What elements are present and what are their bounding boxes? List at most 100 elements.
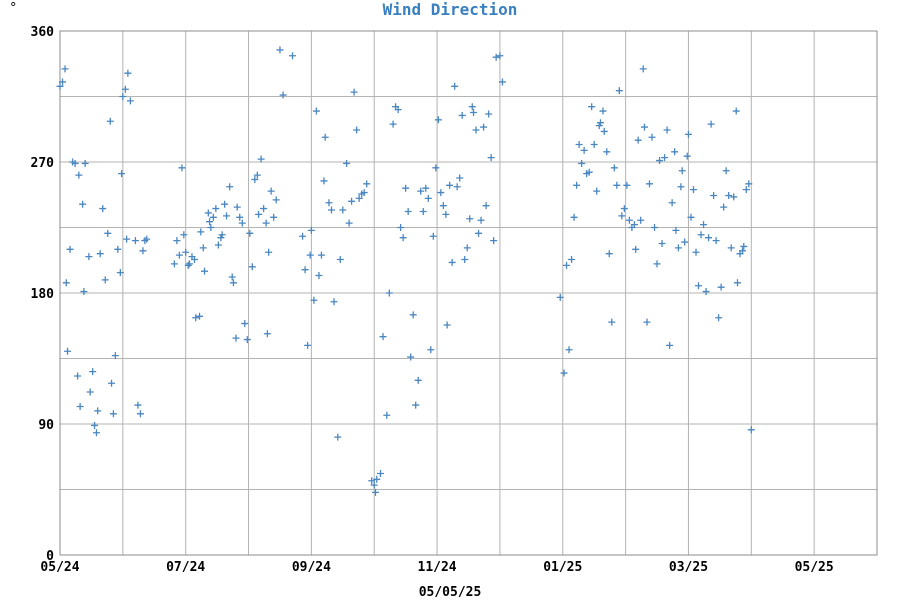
data-point <box>645 180 653 188</box>
data-point <box>414 376 422 384</box>
data-point <box>263 330 271 338</box>
data-point <box>684 130 692 138</box>
data-point <box>394 106 402 114</box>
data-point <box>192 314 200 322</box>
data-point <box>668 199 676 207</box>
data-point <box>630 221 638 229</box>
data-point <box>712 237 720 245</box>
data-point <box>623 181 631 189</box>
data-point <box>470 109 478 117</box>
data-point <box>223 212 231 220</box>
data-point <box>197 228 205 236</box>
data-point <box>383 411 391 419</box>
data-point <box>727 244 735 252</box>
data-point <box>339 206 347 214</box>
data-point <box>648 133 656 141</box>
data-point <box>86 388 94 396</box>
data-point <box>615 87 623 95</box>
data-point <box>348 197 356 205</box>
chart-title: Wind Direction <box>383 0 518 19</box>
data-point <box>697 231 705 239</box>
data-point <box>101 276 109 284</box>
y-axis-ticks: 0 90 180 270 360 <box>31 25 55 564</box>
data-point <box>563 261 571 269</box>
x-tick-label: 09/24 <box>292 560 331 575</box>
data-point <box>377 469 385 477</box>
data-point <box>442 210 450 218</box>
data-point <box>134 401 142 409</box>
data-point <box>560 369 568 377</box>
data-point <box>745 180 753 188</box>
data-point <box>453 183 461 191</box>
data-point <box>180 231 188 239</box>
data-point <box>118 170 126 178</box>
data-point <box>253 171 261 179</box>
y-tick-label: 270 <box>31 156 55 171</box>
data-point <box>397 224 405 231</box>
data-point <box>124 69 132 77</box>
data-point <box>556 293 564 301</box>
data-point <box>81 159 89 167</box>
data-point <box>702 288 710 296</box>
x-tick-label: 01/25 <box>543 560 582 575</box>
data-point <box>315 272 323 280</box>
data-point <box>199 244 207 252</box>
data-point <box>175 251 183 259</box>
data-point <box>204 209 212 217</box>
data-point <box>345 219 353 227</box>
data-point <box>588 103 596 111</box>
data-point <box>136 410 144 418</box>
y-tick-label: 0 <box>46 549 54 564</box>
data-point <box>301 266 309 274</box>
data-point <box>705 234 713 242</box>
data-point <box>747 426 755 434</box>
data-point <box>485 110 493 118</box>
data-point <box>218 231 226 239</box>
data-point <box>66 245 74 253</box>
data-point <box>427 346 435 354</box>
data-point <box>482 202 490 210</box>
data-point <box>262 219 270 227</box>
data-point <box>717 283 725 291</box>
data-point <box>170 260 178 268</box>
data-point <box>232 334 240 342</box>
data-point <box>56 82 64 90</box>
data-point <box>139 247 147 255</box>
data-point <box>422 184 430 192</box>
data-point <box>498 78 506 86</box>
data-point <box>637 216 645 224</box>
data-point <box>437 189 445 197</box>
data-point <box>201 267 209 275</box>
data-point <box>725 191 733 199</box>
data-point <box>272 196 280 204</box>
data-point <box>229 279 237 287</box>
data-point <box>123 235 131 243</box>
data-point <box>104 229 112 237</box>
data-point <box>666 341 674 349</box>
data-point <box>260 205 268 213</box>
data-point <box>327 206 335 214</box>
data-point <box>730 193 738 201</box>
data-point <box>94 407 102 415</box>
data-point <box>353 126 361 134</box>
data-point <box>424 194 432 202</box>
data-point <box>96 250 104 258</box>
data-point <box>368 477 376 485</box>
data-point <box>75 171 83 179</box>
data-point <box>320 177 328 185</box>
data-point <box>575 141 583 149</box>
data-point <box>80 288 88 296</box>
data-point <box>672 226 680 234</box>
data-point <box>343 159 351 167</box>
data-point <box>325 199 333 207</box>
data-point <box>185 260 193 268</box>
data-point <box>407 353 415 361</box>
data-point <box>568 256 576 264</box>
data-point <box>620 205 628 213</box>
data-point <box>570 213 578 221</box>
data-point <box>330 298 338 306</box>
data-point <box>121 85 129 93</box>
data-point <box>255 210 263 218</box>
data-point <box>306 251 314 259</box>
data-point <box>733 279 741 287</box>
